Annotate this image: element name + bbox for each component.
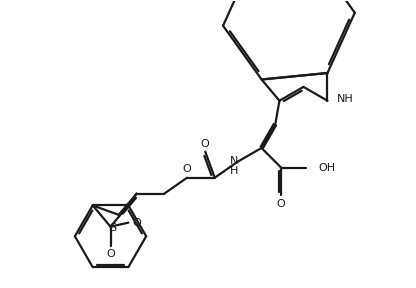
Text: OH: OH (318, 162, 335, 173)
Text: O: O (183, 164, 191, 174)
Text: S: S (109, 223, 116, 233)
Text: NH: NH (337, 94, 354, 104)
Text: O: O (106, 249, 115, 259)
Text: N: N (230, 156, 239, 166)
Text: O: O (132, 218, 141, 228)
Text: O: O (277, 199, 285, 209)
Text: O: O (200, 139, 209, 149)
Text: H: H (230, 166, 239, 176)
